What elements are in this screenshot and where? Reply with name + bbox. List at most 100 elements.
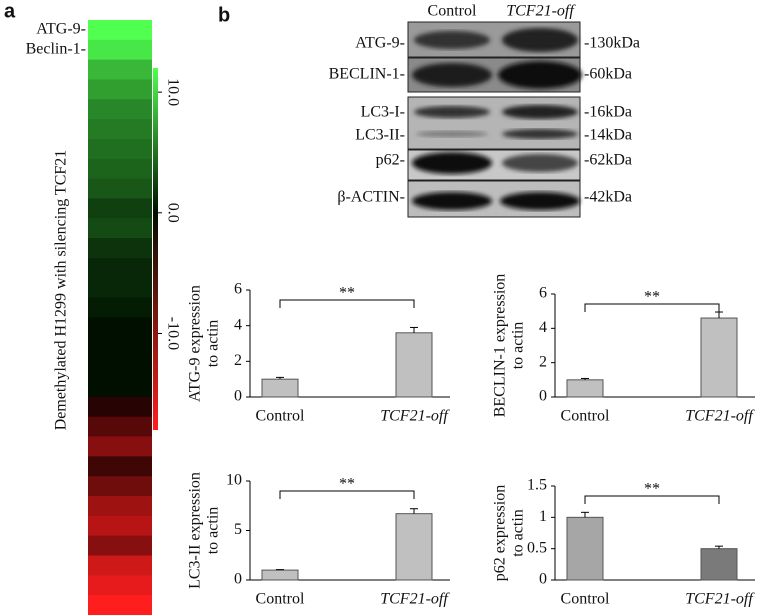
heatmap-cell xyxy=(88,317,152,338)
blot-row-label: p62- xyxy=(376,152,405,169)
heatmap-cell xyxy=(88,337,152,358)
heatmap-cell xyxy=(88,297,152,318)
heatmap-cell xyxy=(88,496,152,517)
y-tick-label: 2 xyxy=(539,353,547,370)
heatmap-cell xyxy=(88,595,152,615)
bar xyxy=(395,513,433,581)
blot-size-label: -16kDa xyxy=(584,104,632,121)
panel-label: a xyxy=(4,0,16,22)
y-tick-label: 0 xyxy=(539,571,547,588)
heatmap-cell xyxy=(88,456,152,477)
y-tick-label: 0 xyxy=(234,388,242,405)
bar xyxy=(700,317,738,398)
heatmap-cell xyxy=(88,218,152,239)
significance-label: ** xyxy=(339,476,355,493)
x-tick-label: TCF21-off xyxy=(685,591,755,608)
significance-bracket xyxy=(279,299,415,308)
heatmap-cell xyxy=(88,277,152,299)
heatmap-cell xyxy=(88,20,152,41)
heatmap-cell xyxy=(88,178,152,199)
bar xyxy=(261,378,299,398)
y-axis-label: BECLIN-1 expression xyxy=(492,274,509,418)
significance-label: ** xyxy=(644,481,660,498)
heatmap-cell xyxy=(88,515,152,537)
heatmap-row-label: ATG-9- xyxy=(36,21,86,38)
y-tick-label: 4 xyxy=(539,319,547,336)
bar xyxy=(566,379,604,398)
bar xyxy=(261,569,299,581)
x-tick-label: Control xyxy=(561,408,610,425)
heatmap-cell xyxy=(88,357,152,378)
heatmap-cell xyxy=(88,258,152,279)
heatmap-cell xyxy=(88,79,152,100)
heatmap-cell xyxy=(88,377,152,398)
x-tick-label: TCF21-off xyxy=(380,408,450,425)
significance-bracket xyxy=(584,495,720,504)
blot-size-label: -42kDa xyxy=(584,189,632,206)
significance-label: ** xyxy=(339,285,355,302)
heatmap-cell xyxy=(88,158,152,180)
blot-size-label: -14kDa xyxy=(584,127,632,144)
blot-column-label: Control xyxy=(428,3,477,20)
y-axis-label: ATG-9 expression xyxy=(187,285,204,402)
blot-column-label: TCF21-off xyxy=(506,3,576,20)
heatmap-cell xyxy=(88,139,152,160)
heatmap-title: Demethylated H1299 with silencing TCF21 xyxy=(53,150,70,431)
x-tick-label: Control xyxy=(256,408,305,425)
colorbar-tick-label: 0.0 xyxy=(164,203,181,223)
heatmap-cell xyxy=(88,555,152,576)
x-tick-label: TCF21-off xyxy=(380,591,450,608)
heatmap-cell xyxy=(88,99,152,120)
y-axis-label: to actin xyxy=(510,322,527,370)
x-tick-label: TCF21-off xyxy=(685,408,755,425)
heatmap-cell xyxy=(88,476,152,497)
blot-image xyxy=(407,21,582,218)
colorbar xyxy=(153,68,158,430)
heatmap-cell xyxy=(88,436,152,457)
y-axis-label: to actin xyxy=(205,507,222,555)
y-axis-label: to actin xyxy=(510,509,527,557)
y-tick-label: 0 xyxy=(234,571,242,588)
heatmap-row-label: Beclin-1- xyxy=(26,40,86,57)
bar xyxy=(566,516,604,581)
blot-row-label: β-ACTIN- xyxy=(337,189,405,206)
heatmap-cell xyxy=(88,238,152,259)
heatmap-cell xyxy=(88,575,152,596)
blot-row-label: ATG-9- xyxy=(355,35,405,52)
blot-size-label: -62kDa xyxy=(584,152,632,169)
panel-label: b xyxy=(218,4,230,26)
significance-bracket xyxy=(279,490,415,499)
blot-row-label: LC3-II- xyxy=(355,127,405,144)
blot-row-label: LC3-I- xyxy=(361,104,405,121)
heatmap-cell xyxy=(88,535,152,556)
blot-row-label: BECLIN-1- xyxy=(329,66,405,83)
y-axis-label: to actin xyxy=(205,320,222,368)
y-tick-label: 5 xyxy=(234,521,242,538)
bar xyxy=(700,548,738,581)
y-tick-label: 0.5 xyxy=(527,539,547,556)
bar xyxy=(395,332,433,398)
y-tick-label: 1.5 xyxy=(527,477,547,494)
y-tick-label: 2 xyxy=(234,352,242,369)
y-axis-label: p62 expression xyxy=(492,485,509,581)
blot-size-label: -60kDa xyxy=(584,66,632,83)
heatmap-cell xyxy=(88,59,152,80)
colorbar-tick-label: -10.0 xyxy=(164,317,181,350)
y-axis-label: LC3-II expression xyxy=(187,472,204,589)
x-tick-label: Control xyxy=(256,591,305,608)
y-tick-label: 10 xyxy=(226,472,242,489)
heatmap-cell xyxy=(88,119,152,140)
blot-size-label: -130kDa xyxy=(584,35,640,52)
significance-bracket xyxy=(584,303,720,312)
heatmap-cell xyxy=(88,416,152,437)
heatmap-cell xyxy=(88,39,152,61)
y-tick-label: 4 xyxy=(234,316,242,333)
y-tick-label: 0 xyxy=(539,388,547,405)
x-tick-label: Control xyxy=(561,591,610,608)
y-tick-label: 6 xyxy=(234,281,242,298)
colorbar-tick-label: 10.0 xyxy=(164,78,181,106)
y-tick-label: 1 xyxy=(539,508,547,525)
heatmap-cell xyxy=(88,198,152,219)
heatmap-cell xyxy=(88,396,152,418)
